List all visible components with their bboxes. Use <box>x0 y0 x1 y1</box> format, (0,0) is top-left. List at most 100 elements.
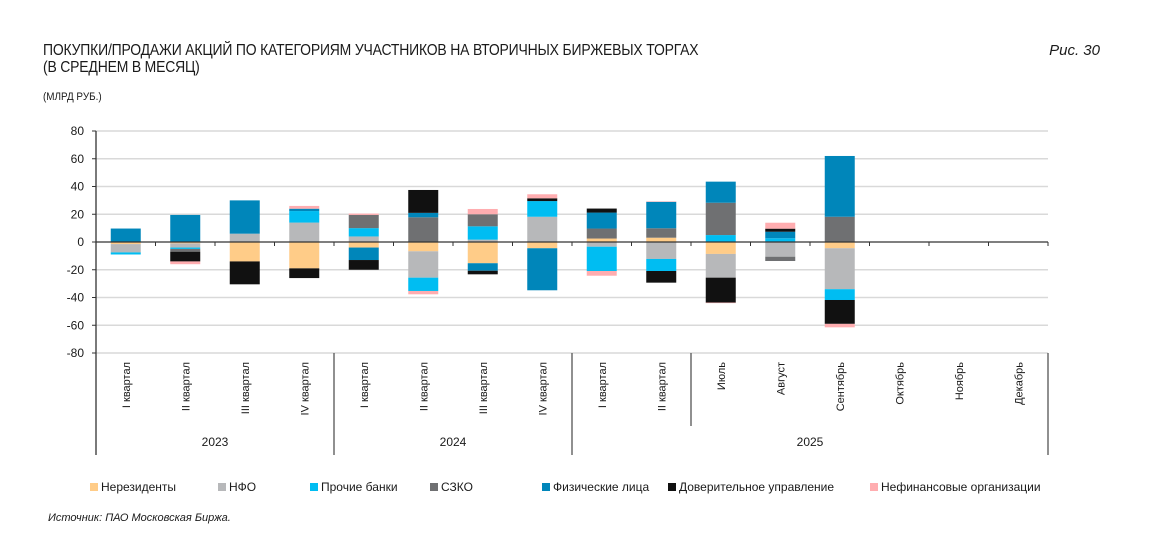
bar-segment <box>705 181 736 203</box>
stacked-bar-chart: 80 60 40 20 0 -20 -40 -60 -80 I квартал II кварта… <box>67 124 1049 455</box>
bar-segment <box>586 270 617 276</box>
bar-segment <box>586 242 617 247</box>
x-tick-label: IV квартал <box>299 362 311 415</box>
bar-segment <box>646 270 677 283</box>
x-tick-label: Август <box>775 362 787 395</box>
bar-segment <box>408 242 439 252</box>
bar-segment <box>527 248 558 291</box>
bar-segment <box>170 243 201 248</box>
x-tick-label: I квартал <box>121 362 133 408</box>
bar-segment <box>765 231 796 239</box>
legend-item: Доверительное управление <box>668 480 834 494</box>
chart-title: ПОКУПКИ/ПРОДАЖИ АКЦИЙ ПО КАТЕГОРИЯМ УЧАС… <box>43 42 699 76</box>
bar-segment <box>765 222 796 229</box>
bar-segment <box>110 242 141 245</box>
bar-segment <box>646 242 677 259</box>
legend-swatch <box>870 483 878 491</box>
y-tick-labels: 80 60 40 20 0 -20 -40 -60 -80 <box>67 124 85 360</box>
bar-segment <box>467 263 498 271</box>
bar-segment <box>824 299 855 324</box>
bar-segment <box>527 242 558 249</box>
legend-item: Нерезиденты <box>90 480 176 494</box>
legend-label: Физические лица <box>553 480 650 494</box>
bar-segment <box>229 200 260 234</box>
bar-segment <box>408 212 439 218</box>
legend-label: Нерезиденты <box>101 480 177 494</box>
chart-units: (МЛРД РУБ.) <box>43 91 102 103</box>
bar-segment <box>348 260 379 270</box>
legend-item: НФО <box>218 480 256 494</box>
bar-segment <box>467 239 498 242</box>
y-tick-label: 20 <box>71 207 85 221</box>
bar-segment <box>408 189 439 213</box>
x-tick-labels: I квартал II квартал III квартал IV квартал… <box>121 362 1026 416</box>
bar-segment <box>824 242 855 249</box>
legend-swatch <box>430 483 438 491</box>
axes <box>92 130 1049 455</box>
x-tick-label: Декабрь <box>1013 362 1025 405</box>
y-tick-label: 60 <box>71 152 85 166</box>
bar-segment <box>408 290 439 295</box>
bar-segment <box>646 201 677 229</box>
legend-label: СЗКО <box>441 480 473 494</box>
bar-segment <box>170 251 201 262</box>
x-tick-label: III квартал <box>240 362 252 414</box>
legend-swatch <box>668 483 676 491</box>
legend: Нерезиденты НФО Прочие банки СЗКО Физические… <box>90 480 1090 496</box>
bar-segment <box>289 211 320 223</box>
x-tick-label: I квартал <box>359 362 371 408</box>
y-tick-label: -80 <box>67 346 85 360</box>
bar-segment <box>170 247 201 249</box>
y-tick-label: -40 <box>67 291 85 305</box>
bar-segment <box>467 214 498 227</box>
bar-segment <box>646 228 677 238</box>
legend-label: Прочие банки <box>321 480 398 494</box>
group-label: 2025 <box>797 435 824 449</box>
bar-segment <box>289 222 320 242</box>
bar-segment <box>705 235 736 242</box>
bar-segment <box>408 251 439 278</box>
bar-segment <box>527 194 558 199</box>
bar-segment <box>527 201 558 217</box>
legend-item: Прочие банки <box>310 480 398 494</box>
legend-swatch <box>218 483 226 491</box>
bar-segment <box>348 247 379 261</box>
y-tick-label: -20 <box>67 263 85 277</box>
legend-item: Нефинансовые организации <box>870 480 1041 494</box>
y-tick-label: 0 <box>77 235 84 249</box>
bar-segment <box>705 202 736 236</box>
legend-item: Физические лица <box>542 480 649 494</box>
bar-segment <box>646 237 677 242</box>
bar-segment <box>348 228 379 237</box>
x-tick-label: I квартал <box>597 362 609 408</box>
bar-segment <box>170 214 201 242</box>
bar-segment <box>467 208 498 215</box>
bar-segment <box>170 248 201 252</box>
bar-segment <box>824 155 855 217</box>
bar-segment <box>110 244 141 253</box>
bar-segment <box>765 238 796 242</box>
bar-segment <box>824 216 855 242</box>
bar-segment <box>467 270 498 275</box>
bars <box>110 155 855 328</box>
bar-segment <box>705 253 736 278</box>
bar-segment <box>705 242 736 254</box>
bar-segment <box>289 208 320 212</box>
x-tick-label: II квартал <box>656 362 668 411</box>
bar-segment <box>467 242 498 264</box>
bar-segment <box>408 277 439 291</box>
bar-segment <box>824 248 855 290</box>
bar-segment <box>408 217 439 242</box>
bar-segment <box>824 289 855 300</box>
bar-segment <box>170 242 201 244</box>
bar-segment <box>229 261 260 285</box>
bar-segment <box>289 205 320 209</box>
bar-segment <box>527 216 558 242</box>
legend-swatch <box>90 483 98 491</box>
source-note: Источник: ПАО Московская Биржа. <box>48 512 231 524</box>
bar-segment <box>705 302 736 304</box>
bar-segment <box>527 198 558 202</box>
bar-segment <box>586 228 617 239</box>
group-label: 2023 <box>202 435 229 449</box>
x-group-labels: 2023 2024 2025 <box>202 435 824 449</box>
